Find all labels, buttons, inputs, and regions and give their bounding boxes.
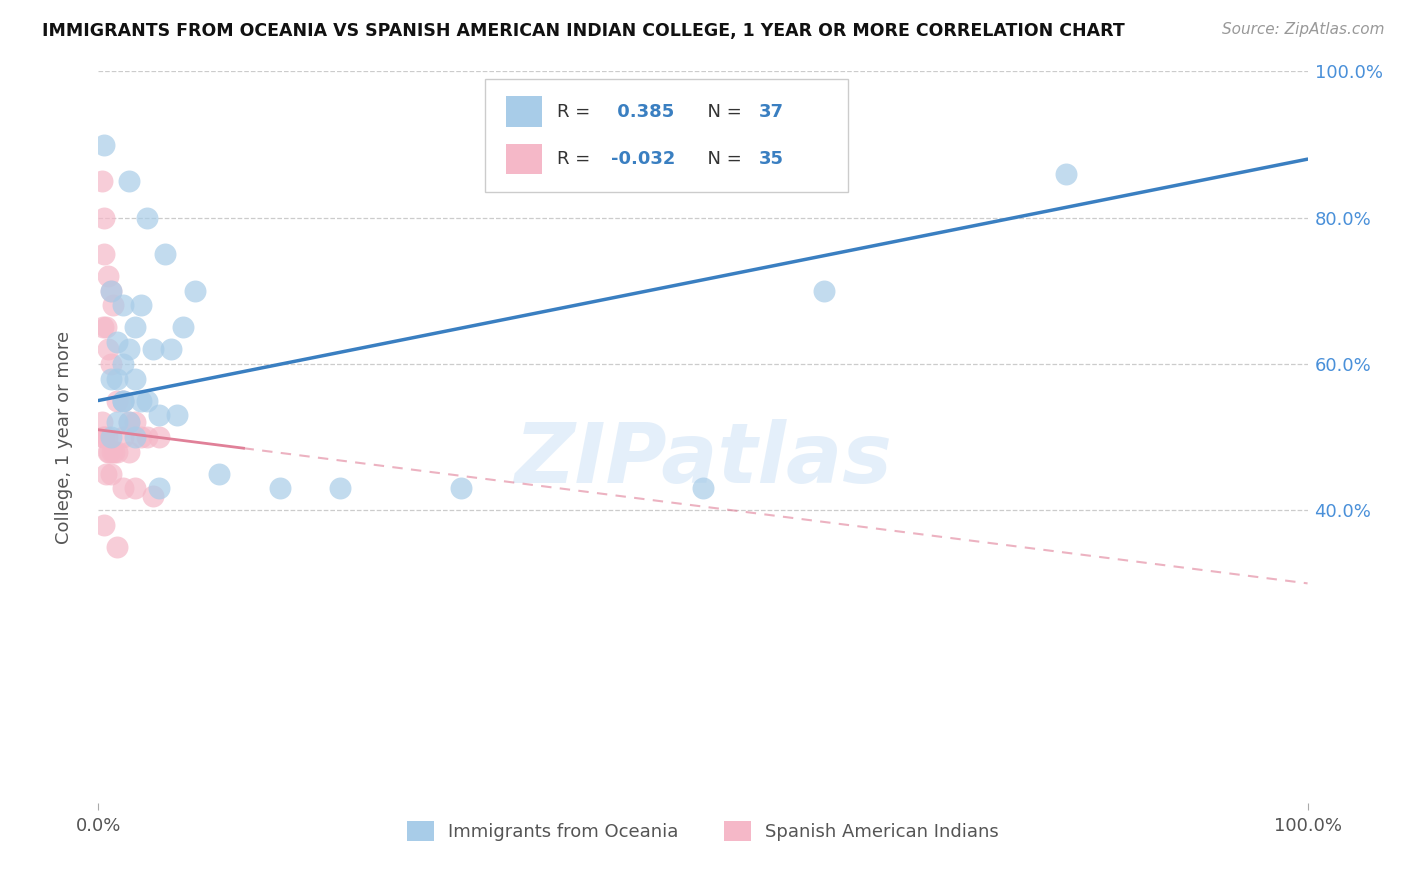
Point (91, 416, 114, 430)
Text: N =: N = (696, 150, 747, 168)
Point (111, 481, 134, 495)
Point (91, 430, 114, 444)
Text: -0.032: -0.032 (612, 150, 675, 168)
Y-axis label: College, 1 year or more: College, 1 year or more (55, 331, 73, 543)
Point (124, 320, 146, 334)
Text: IMMIGRANTS FROM OCEANIA VS SPANISH AMERICAN INDIAN COLLEGE, 1 YEAR OR MORE CORRE: IMMIGRANTS FROM OCEANIA VS SPANISH AMERI… (42, 22, 1125, 40)
Point (94, 320, 117, 334)
FancyBboxPatch shape (506, 144, 543, 175)
Point (96, 430, 118, 444)
Point (124, 416, 146, 430)
Point (129, 298, 152, 312)
Point (91, 320, 114, 334)
Point (160, 343, 183, 357)
Point (135, 430, 157, 444)
Point (93, 137, 115, 152)
Point (97, 444, 120, 458)
Point (148, 408, 170, 422)
Point (118, 416, 141, 430)
Point (105, 334, 128, 349)
Point (692, 481, 714, 495)
Point (813, 284, 835, 298)
FancyBboxPatch shape (485, 78, 848, 192)
Point (100, 430, 122, 444)
Point (93, 247, 115, 261)
Point (93, 211, 115, 225)
Point (100, 467, 122, 481)
Point (97, 269, 120, 284)
Point (135, 211, 157, 225)
Point (148, 430, 170, 444)
Point (148, 481, 170, 495)
Point (208, 467, 231, 481)
Point (129, 393, 152, 408)
Point (98, 444, 121, 458)
Point (105, 393, 128, 408)
Point (269, 481, 291, 495)
Point (118, 416, 141, 430)
Point (124, 481, 146, 495)
Point (153, 247, 176, 261)
Point (105, 371, 128, 385)
Point (91, 174, 114, 188)
Point (142, 343, 165, 357)
Point (100, 371, 122, 385)
Point (93, 517, 115, 532)
Point (111, 393, 134, 408)
FancyBboxPatch shape (506, 96, 543, 127)
Point (103, 444, 125, 458)
Text: R =: R = (557, 150, 596, 168)
Text: 35: 35 (759, 150, 783, 168)
Point (510, 152, 533, 166)
Point (129, 430, 152, 444)
Point (111, 430, 134, 444)
Point (100, 357, 122, 371)
Point (172, 320, 194, 334)
Point (93, 430, 115, 444)
Text: Source: ZipAtlas.com: Source: ZipAtlas.com (1222, 22, 1385, 37)
Point (450, 481, 472, 495)
Point (118, 174, 141, 188)
Text: N =: N = (696, 103, 747, 120)
Point (329, 481, 352, 495)
Point (111, 393, 134, 408)
Text: 0.385: 0.385 (612, 103, 675, 120)
Point (118, 444, 141, 458)
Point (101, 298, 124, 312)
Text: 37: 37 (759, 103, 783, 120)
Point (135, 393, 157, 408)
Text: ZIPatlas: ZIPatlas (515, 418, 891, 500)
Point (105, 444, 128, 458)
Point (97, 343, 120, 357)
Point (100, 284, 122, 298)
Point (105, 540, 128, 554)
Legend: Immigrants from Oceania, Spanish American Indians: Immigrants from Oceania, Spanish America… (399, 814, 1007, 848)
Point (105, 416, 128, 430)
Point (100, 444, 122, 458)
Point (118, 343, 141, 357)
Point (166, 408, 188, 422)
Point (100, 284, 122, 298)
Point (111, 393, 134, 408)
Point (184, 284, 207, 298)
Point (111, 357, 134, 371)
Point (94, 467, 117, 481)
Point (1054, 167, 1077, 181)
Point (124, 430, 146, 444)
Text: R =: R = (557, 103, 596, 120)
Point (124, 371, 146, 385)
Point (111, 298, 134, 312)
Point (142, 489, 165, 503)
